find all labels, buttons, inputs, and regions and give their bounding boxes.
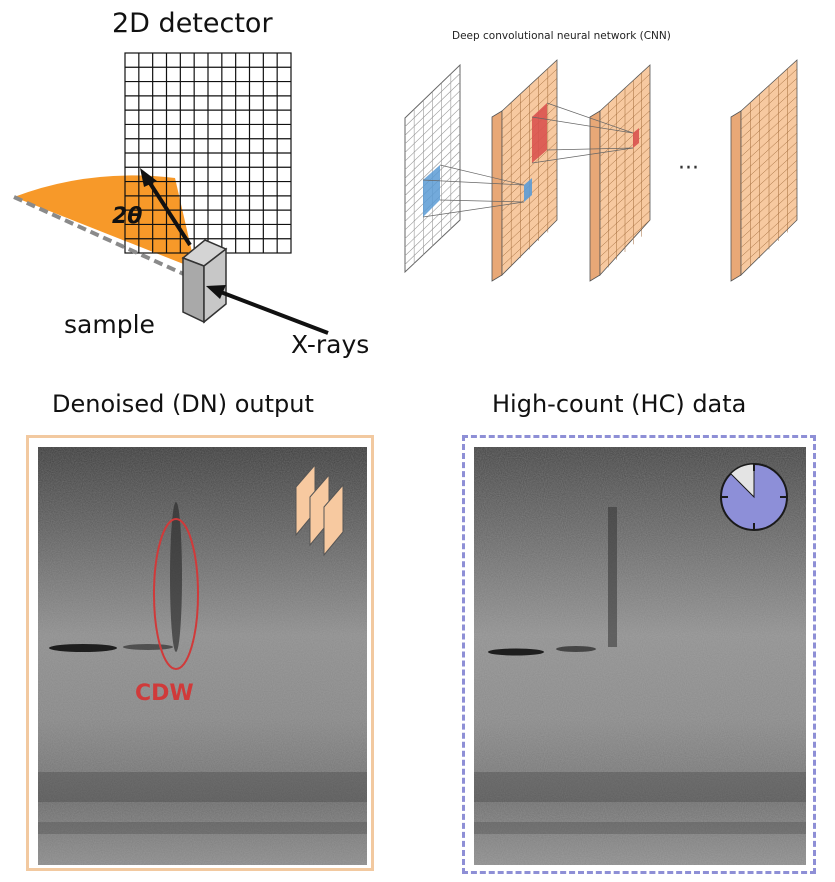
cdw-highlight-ellipse (153, 518, 199, 670)
filter-blue-1 (524, 178, 532, 202)
cdw-label: CDW (135, 681, 194, 706)
dn-cdw-streak (170, 502, 182, 652)
detector-grid (124, 52, 292, 254)
scattering-geometry: 2θ (13, 52, 329, 335)
dn-horizontal-streak (49, 644, 117, 652)
detector-title: 2D detector (112, 8, 273, 39)
xrays-label: X-rays (291, 330, 370, 359)
input-patch (423, 165, 440, 217)
filter-red-2 (633, 128, 639, 148)
sample-label: sample (64, 310, 155, 339)
cnn-stack-icon (295, 463, 344, 557)
hc-title: High-count (HC) data (492, 390, 747, 418)
dn-title: Denoised (DN) output (52, 390, 314, 418)
angle-label: 2θ (112, 204, 142, 229)
cnn-feature-map-2 (589, 64, 651, 282)
cnn-input-layer (404, 63, 461, 274)
hc-cdw-streak (608, 507, 617, 647)
hc-image (474, 447, 806, 865)
scattered-beam-arrow (144, 175, 192, 247)
filter-red-1 (532, 103, 547, 163)
cnn-title: Deep convolutional neural network (CNN) (452, 30, 671, 42)
cnn-feature-map-1 (491, 59, 558, 282)
sample-block (181, 239, 228, 324)
cnn-connections (422, 102, 634, 218)
cnn-schematic: ··· (404, 59, 798, 282)
dn-image: CDW (38, 447, 367, 865)
hc-panel-frame (462, 435, 816, 874)
dn-panel-frame (26, 435, 374, 871)
scattering-fan (14, 175, 192, 265)
xray-beam-arrow (217, 289, 329, 335)
cnn-ellipsis: ··· (678, 156, 699, 181)
clock-icon (720, 463, 788, 531)
cnn-feature-map-last (730, 59, 798, 282)
sample-plane (13, 195, 189, 278)
hc-horizontal-streak (488, 648, 544, 656)
